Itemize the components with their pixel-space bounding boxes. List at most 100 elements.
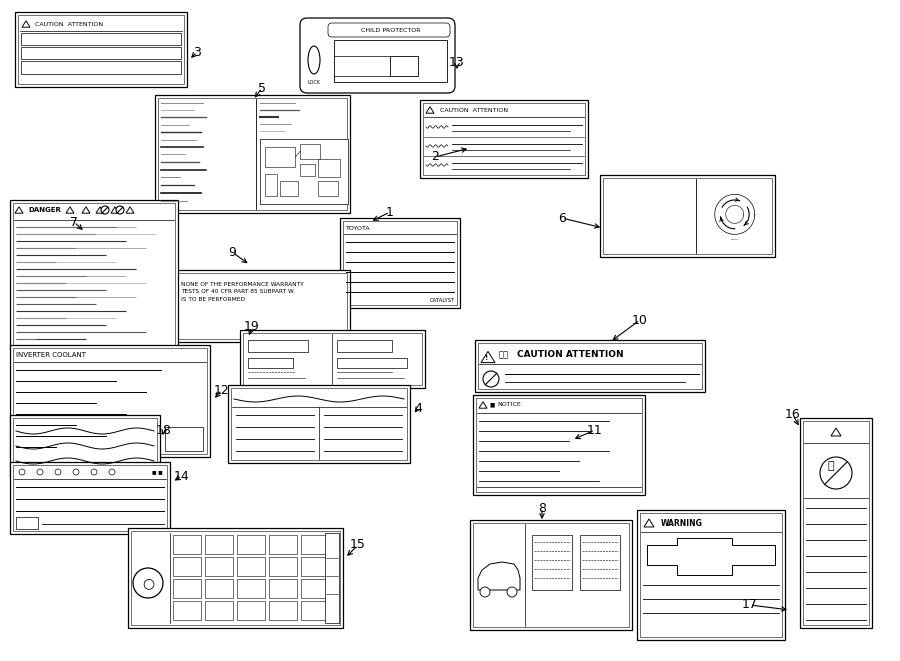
Bar xyxy=(532,535,572,590)
FancyBboxPatch shape xyxy=(300,18,455,93)
Bar xyxy=(301,535,329,554)
Text: 7: 7 xyxy=(70,215,78,229)
Bar xyxy=(173,601,201,620)
Bar xyxy=(18,15,184,84)
Bar xyxy=(603,178,772,254)
Text: 14: 14 xyxy=(174,469,190,483)
Circle shape xyxy=(480,587,490,597)
Bar xyxy=(243,333,422,385)
Bar xyxy=(237,535,265,554)
Bar xyxy=(205,579,233,598)
Bar xyxy=(301,557,329,576)
Bar xyxy=(248,340,308,352)
Polygon shape xyxy=(82,207,90,214)
Bar xyxy=(237,557,265,576)
Bar xyxy=(237,579,265,598)
Bar xyxy=(173,557,201,576)
Polygon shape xyxy=(22,20,30,27)
Text: 9: 9 xyxy=(228,245,236,258)
Text: 19: 19 xyxy=(244,321,260,334)
Text: CAUTION  ATTENTION: CAUTION ATTENTION xyxy=(35,22,104,26)
Bar xyxy=(205,601,233,620)
Circle shape xyxy=(19,469,25,475)
Bar xyxy=(325,533,339,623)
Bar xyxy=(10,200,178,350)
Polygon shape xyxy=(481,352,495,363)
Polygon shape xyxy=(644,519,654,527)
Text: CHILD PROTECTOR: CHILD PROTECTOR xyxy=(361,28,421,32)
Bar xyxy=(10,345,210,457)
Text: 1: 1 xyxy=(386,206,394,219)
Bar xyxy=(340,218,460,308)
Text: ■ ■: ■ ■ xyxy=(152,469,163,475)
Bar xyxy=(301,601,329,620)
Bar xyxy=(390,56,418,76)
Bar xyxy=(10,415,160,477)
Bar xyxy=(600,175,775,257)
Circle shape xyxy=(101,206,109,214)
Text: 12: 12 xyxy=(214,383,230,397)
Bar xyxy=(269,535,297,554)
Bar xyxy=(21,33,181,45)
Bar xyxy=(343,221,457,305)
Polygon shape xyxy=(426,107,434,113)
Polygon shape xyxy=(96,207,104,214)
Text: 18: 18 xyxy=(156,424,172,436)
Bar xyxy=(640,513,782,637)
Bar xyxy=(155,95,350,213)
Text: ____: ____ xyxy=(731,237,739,241)
Bar xyxy=(16,517,38,529)
Text: ■: ■ xyxy=(489,403,494,407)
Text: 6: 6 xyxy=(558,212,566,225)
Bar xyxy=(334,40,447,82)
Text: 3: 3 xyxy=(194,46,201,59)
Circle shape xyxy=(133,568,163,598)
Bar xyxy=(423,103,585,175)
Polygon shape xyxy=(478,562,520,590)
Text: CAUTION  ATTENTION: CAUTION ATTENTION xyxy=(440,108,508,112)
Bar xyxy=(476,398,642,492)
Circle shape xyxy=(37,469,43,475)
Bar xyxy=(301,579,329,598)
Bar xyxy=(173,579,201,598)
Bar xyxy=(637,510,785,640)
Text: DANGER: DANGER xyxy=(28,207,61,213)
Circle shape xyxy=(507,587,517,597)
Bar xyxy=(475,340,705,392)
Bar xyxy=(269,601,297,620)
Bar xyxy=(228,385,410,463)
Bar xyxy=(240,330,425,388)
Text: 📵: 📵 xyxy=(828,461,834,471)
Bar xyxy=(470,520,632,630)
Text: INVERTER COOLANT: INVERTER COOLANT xyxy=(16,352,86,358)
Bar xyxy=(175,270,350,342)
Polygon shape xyxy=(66,207,74,214)
Bar xyxy=(301,144,320,159)
Text: 10: 10 xyxy=(632,313,648,327)
Polygon shape xyxy=(831,428,841,436)
Bar xyxy=(13,203,175,347)
Bar xyxy=(269,579,297,598)
Text: CAUTION ATTENTION: CAUTION ATTENTION xyxy=(517,350,624,359)
Text: 15: 15 xyxy=(350,539,366,551)
Text: LOCK: LOCK xyxy=(308,81,320,85)
Bar xyxy=(128,528,343,628)
Text: 4: 4 xyxy=(414,401,422,414)
Bar xyxy=(800,418,872,628)
Text: NOTICE: NOTICE xyxy=(497,403,521,407)
Text: 17: 17 xyxy=(742,598,758,611)
Bar xyxy=(165,427,203,451)
Text: TOYOTA: TOYOTA xyxy=(346,225,371,231)
Bar xyxy=(13,348,207,454)
Bar xyxy=(473,395,645,495)
Circle shape xyxy=(55,469,61,475)
Bar xyxy=(178,273,347,339)
Bar xyxy=(281,181,299,196)
Bar xyxy=(420,100,588,178)
Text: 13: 13 xyxy=(449,56,465,69)
Polygon shape xyxy=(111,207,119,214)
Bar xyxy=(205,557,233,576)
Text: 5: 5 xyxy=(258,81,266,95)
Bar xyxy=(205,535,233,554)
Bar xyxy=(231,388,407,460)
